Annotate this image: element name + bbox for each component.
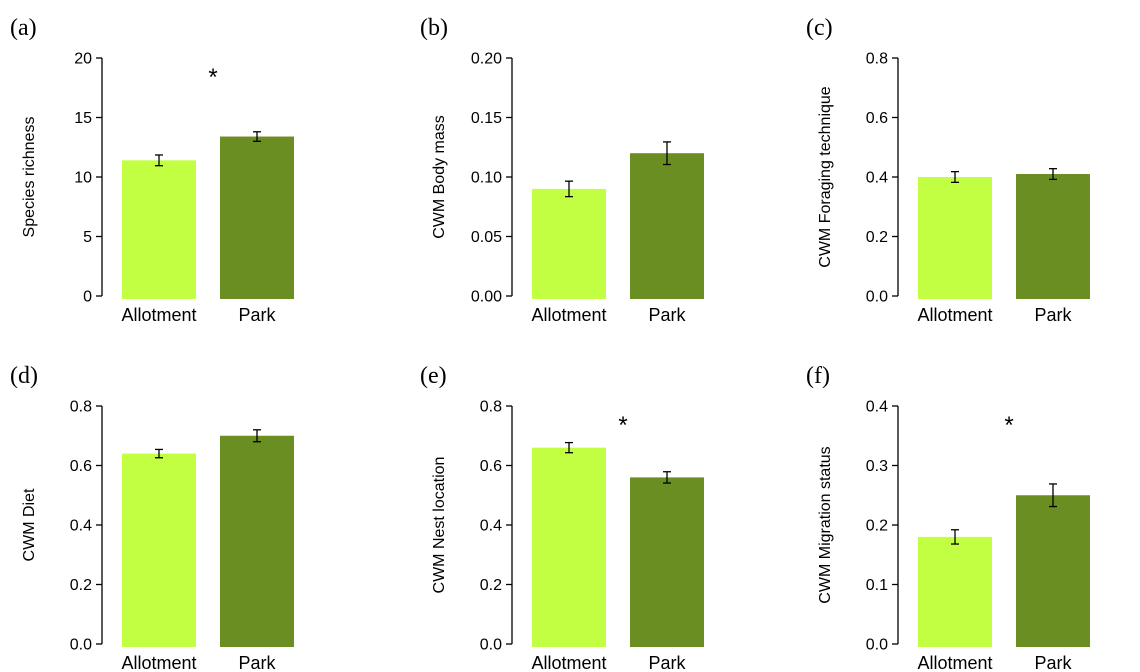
y-tick-label: 0.10 (471, 170, 502, 187)
y-tick-label: 0.4 (480, 518, 502, 535)
bar-park (630, 477, 704, 647)
panel-letter: (e) (420, 363, 447, 389)
y-tick-label: 0.6 (480, 458, 502, 475)
bar-allotment (532, 447, 606, 647)
y-tick-label: 0.00 (471, 289, 502, 306)
category-label: Park (1034, 305, 1072, 325)
chart-panel-6: (f) Allotment Park 0.0 0.1 0.2 0.3 0.4 CWM Migra… (806, 363, 1090, 672)
y-tick-label: 0.8 (70, 399, 92, 416)
category-label: Park (648, 305, 686, 325)
panel-letter: (f) (806, 363, 830, 389)
panel-letter: (b) (420, 15, 448, 41)
bar-allotment (918, 536, 992, 647)
bar-allotment (532, 188, 606, 299)
y-tick-label: 0.1 (866, 577, 888, 594)
bar-park (220, 136, 294, 299)
category-label: Park (238, 305, 276, 325)
bar-park (630, 153, 704, 299)
y-tick-label: 0.2 (70, 577, 92, 594)
chart-panel-1: (a) Allotment Park 0 5 10 15 20 Species richness… (10, 15, 294, 325)
category-label: Park (1034, 653, 1072, 672)
y-axis-title: Species richness (21, 117, 38, 238)
category-label: Allotment (121, 653, 196, 672)
significance-marker: * (618, 412, 627, 439)
y-tick-label: 0 (83, 289, 92, 306)
y-axis-title: CWM Migration status (817, 446, 834, 603)
y-tick-label: 0.4 (866, 399, 888, 416)
y-tick-label: 20 (74, 51, 92, 68)
category-label: Allotment (531, 305, 606, 325)
bar-park (1016, 174, 1090, 299)
y-tick-label: 0.15 (471, 110, 502, 127)
y-tick-label: 0.2 (866, 518, 888, 535)
y-axis-title: CWM Body mass (431, 115, 448, 239)
y-tick-label: 0.0 (480, 637, 502, 654)
chart-panel-3: (c) Allotment Park 0.0 0.2 0.4 0.6 0.8 CWM Forag… (806, 15, 1090, 325)
y-tick-label: 0.8 (866, 51, 888, 68)
category-label: Allotment (917, 305, 992, 325)
y-tick-label: 0.0 (70, 637, 92, 654)
y-tick-label: 0.2 (480, 577, 502, 594)
bar-allotment (122, 160, 196, 299)
chart-panel-2: (b) Allotment Park 0.00 0.05 0.10 0.15 0.20 CWM … (420, 15, 704, 325)
panel-letter: (a) (10, 15, 37, 41)
y-tick-label: 0.6 (70, 458, 92, 475)
y-tick-label: 0.05 (471, 229, 502, 246)
bar-allotment (918, 177, 992, 299)
significance-marker: * (208, 64, 217, 91)
y-axis-title: CWM Diet (21, 488, 38, 561)
significance-marker: * (1004, 412, 1013, 439)
y-tick-label: 0.3 (866, 458, 888, 475)
y-tick-label: 15 (74, 110, 92, 127)
y-axis-title: CWM Foraging technique (817, 86, 834, 268)
category-label: Park (238, 653, 276, 672)
bar-park (220, 435, 294, 647)
y-tick-label: 0.6 (866, 110, 888, 127)
bar-park (1016, 495, 1090, 647)
bar-allotment (122, 453, 196, 647)
y-tick-label: 5 (83, 229, 92, 246)
y-axis-title: CWM Nest location (431, 457, 448, 594)
y-tick-label: 10 (74, 170, 92, 187)
y-tick-label: 0.8 (480, 399, 502, 416)
chart-panel-5: (e) Allotment Park 0.0 0.2 0.4 0.6 0.8 CWM Nest … (420, 363, 704, 672)
y-tick-label: 0.0 (866, 637, 888, 654)
panel-letter: (c) (806, 15, 833, 41)
category-label: Allotment (917, 653, 992, 672)
y-tick-label: 0.20 (471, 51, 502, 68)
y-tick-label: 0.4 (866, 170, 888, 187)
chart-panel-4: (d) Allotment Park 0.0 0.2 0.4 0.6 0.8 CWM Diet (10, 363, 294, 672)
y-tick-label: 0.4 (70, 518, 92, 535)
panel-letter: (d) (10, 363, 38, 389)
category-label: Park (648, 653, 686, 672)
y-tick-label: 0.2 (866, 229, 888, 246)
category-label: Allotment (121, 305, 196, 325)
category-label: Allotment (531, 653, 606, 672)
y-tick-label: 0.0 (866, 289, 888, 306)
